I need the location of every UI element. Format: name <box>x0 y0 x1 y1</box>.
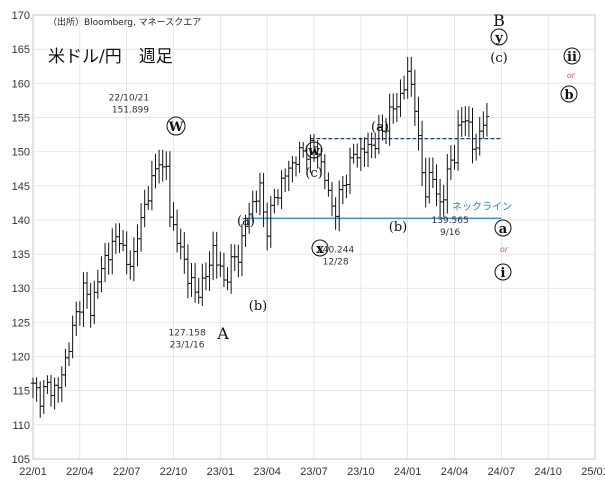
y-tick-label: 135 <box>12 249 30 261</box>
x-axis: 22/01 22/04 22/07 22/10 23/01 23/04 23/07 23/10… <box>19 466 605 478</box>
necklines <box>245 138 502 219</box>
neckline-label: ネックライン <box>452 201 512 213</box>
annotation-line1: 140.244 <box>317 245 354 255</box>
y-tick-label: 145 <box>12 181 30 193</box>
chart-title: 米ドル/円 週足 <box>48 47 173 67</box>
or-label-1: or <box>500 245 509 254</box>
wave-b-paren-1: (b) <box>249 299 267 314</box>
y-tick-label: 150 <box>12 147 30 159</box>
y-tick-label: 115 <box>12 386 30 398</box>
annotation-line2: 12/28 <box>323 257 349 267</box>
x-tick-label: 23/04 <box>253 466 281 478</box>
wave-B-label: B <box>493 11 505 30</box>
annotation-line2: 161.938 <box>377 0 414 1</box>
wave-ii-label: ii <box>567 50 577 65</box>
x-tick-label: 23/10 <box>347 466 375 478</box>
wave-a-circled-label: a <box>499 222 508 237</box>
y-tick-label: 120 <box>12 352 30 364</box>
wave-a-paren-2: (a) <box>371 120 389 135</box>
ohlc-bar <box>484 102 490 137</box>
wave-x: x <box>311 239 329 257</box>
y-tick-label: 125 <box>12 317 30 329</box>
annotation-line1: 127.158 <box>169 329 206 339</box>
x-tick-label: 24/07 <box>488 466 516 478</box>
wave-y: y <box>490 28 508 46</box>
wave-c-paren-2: (c) <box>490 51 507 66</box>
annotation-line2: 23/1/16 <box>170 341 205 351</box>
annotation-line2: 151.899 <box>112 106 149 116</box>
y-tick-label: 130 <box>12 283 30 295</box>
wave-i-label: i <box>501 266 506 281</box>
wave-x-label: x <box>316 242 324 257</box>
price-annotations: 22/10/21 151.899 127.158 23/1/16 140.244 12/2… <box>109 0 469 351</box>
wave-i: i <box>494 263 512 281</box>
y-axis: 105 110 115 120 125 130 135 140 145 150 155 160 165 1… <box>12 10 30 466</box>
x-tick-label: 24/01 <box>394 466 422 478</box>
wave-b-circled-label: b <box>564 88 573 103</box>
annotation-line2: 9/16 <box>440 228 460 238</box>
wave-w-label: w <box>307 144 320 159</box>
y-tick-label: 165 <box>12 44 30 56</box>
x-tick-label: 24/04 <box>441 466 469 478</box>
wave-A-label: A <box>216 324 229 343</box>
y-tick-label: 170 <box>12 10 30 22</box>
x-tick-label: 22/04 <box>66 466 94 478</box>
x-tick-label: 24/10 <box>534 466 562 478</box>
y-tick-label: 105 <box>12 454 30 466</box>
wave-y-label: y <box>494 31 503 46</box>
y-tick-label: 140 <box>12 215 30 227</box>
x-tick-label: 23/01 <box>207 466 235 478</box>
wave-W-label: W <box>168 120 184 135</box>
x-tick-label: 23/07 <box>300 466 328 478</box>
annotation-line1: 139.565 <box>431 216 468 226</box>
x-tick-label: 22/10 <box>160 466 188 478</box>
wave-c-paren-1: (c) <box>305 166 322 181</box>
y-tick-label: 155 <box>12 112 30 124</box>
wave-a-paren-1: (a) <box>237 214 255 229</box>
y-tick-label: 160 <box>12 78 30 90</box>
x-tick-label: 25/01 <box>581 466 605 478</box>
x-tick-label: 22/01 <box>19 466 47 478</box>
wave-a-circled: a <box>494 219 512 237</box>
y-tick-label: 110 <box>12 420 30 432</box>
wave-ii: ii <box>563 47 581 65</box>
annotation-line1: 22/10/21 <box>109 94 149 104</box>
wave-W: W <box>166 116 186 136</box>
source-note: （出所）Bloomberg, マネースクエア <box>48 16 201 28</box>
ohlc-bars <box>30 56 490 418</box>
x-tick-label: 22/07 <box>113 466 141 478</box>
wave-b-circled: b <box>560 85 578 103</box>
or-label-2: or <box>567 71 576 80</box>
wave-w: w <box>305 141 323 159</box>
wave-b-paren-2: (b) <box>389 220 407 235</box>
